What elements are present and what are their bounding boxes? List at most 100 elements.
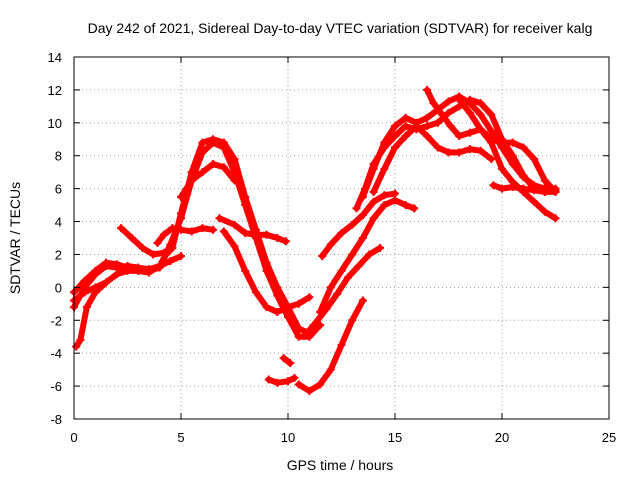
data-point — [423, 85, 432, 94]
data-point — [273, 283, 282, 292]
series-arc-4 — [70, 278, 111, 305]
data-point — [380, 164, 389, 173]
data-point — [209, 159, 218, 168]
series-arc-9 — [219, 227, 314, 317]
data-point — [354, 261, 363, 270]
data-point — [279, 354, 288, 363]
data-point — [348, 250, 357, 259]
x-tick-labels: 0 5 10 15 20 25 — [70, 430, 616, 445]
data-point — [102, 278, 111, 287]
data-point — [209, 135, 218, 144]
y-tick-label: 4 — [55, 215, 62, 230]
data-point — [286, 359, 295, 368]
data-point — [166, 257, 175, 266]
data-point — [455, 95, 464, 104]
chart-title: Day 242 of 2021, Sidereal Day-to-day VTE… — [88, 20, 593, 36]
x-tick-label: 20 — [495, 430, 509, 445]
data-point — [219, 163, 228, 172]
series-line — [456, 96, 559, 222]
data-point — [262, 230, 271, 239]
y-tick-labels: -8 -6 -4 -2 0 2 4 6 8 10 12 14 — [48, 50, 62, 427]
data-point — [230, 176, 239, 185]
data-point — [326, 283, 335, 292]
data-point — [455, 131, 464, 140]
x-axis-label: GPS time / hours — [287, 457, 394, 473]
data-point — [530, 186, 539, 195]
data-point — [487, 138, 496, 147]
data-point — [369, 164, 378, 173]
data-point — [273, 234, 282, 242]
series-line — [71, 279, 110, 304]
data-point — [80, 288, 89, 297]
data-point — [177, 252, 185, 261]
data-point — [380, 138, 389, 147]
series-arc-14 — [316, 196, 419, 317]
y-tick-label: 0 — [55, 280, 62, 295]
data-point — [215, 214, 224, 223]
data-point — [316, 308, 325, 317]
data-point — [284, 303, 292, 312]
data-point — [401, 131, 410, 140]
series-arc-18 — [369, 122, 496, 196]
data-point — [519, 184, 528, 193]
data-point — [369, 187, 378, 196]
data-point — [273, 308, 282, 317]
data-point — [508, 182, 517, 191]
data-point — [209, 225, 218, 234]
series-line — [73, 253, 184, 350]
data-point — [391, 122, 399, 131]
data-point — [423, 131, 432, 140]
data-point — [369, 214, 378, 223]
data-point — [498, 184, 506, 193]
data-point — [487, 155, 496, 164]
data-point — [198, 224, 207, 233]
series-layer — [70, 85, 560, 396]
data-point — [540, 176, 549, 185]
data-point — [326, 365, 335, 374]
data-point — [316, 380, 325, 389]
data-point — [251, 230, 260, 239]
data-point — [540, 207, 549, 216]
series-line — [265, 374, 298, 386]
data-point — [465, 99, 474, 108]
data-point — [177, 225, 185, 234]
data-point — [72, 342, 81, 351]
data-point — [551, 214, 560, 223]
data-point — [391, 143, 399, 152]
data-point — [401, 201, 410, 210]
data-point — [337, 266, 346, 275]
data-point — [465, 145, 474, 154]
series-arc-7 — [177, 159, 239, 201]
data-point — [168, 243, 177, 252]
data-point — [91, 283, 100, 292]
data-point — [187, 168, 196, 177]
data-point — [76, 336, 85, 345]
data-point — [281, 237, 290, 246]
plot-frame — [73, 56, 610, 420]
series-line — [319, 190, 398, 260]
series-line — [178, 161, 238, 200]
y-tick-label: -4 — [50, 346, 62, 361]
data-point — [305, 293, 314, 302]
data-point — [376, 243, 385, 252]
data-point — [498, 164, 506, 173]
data-point — [380, 191, 389, 200]
data-point — [82, 303, 91, 312]
data-point — [352, 204, 361, 213]
data-point — [519, 143, 528, 152]
data-point — [551, 186, 560, 195]
y-tick-label: 14 — [48, 50, 62, 65]
data-point — [219, 227, 228, 236]
y-tick-label: 2 — [55, 247, 62, 262]
data-point — [540, 187, 549, 196]
x-tick-label: 5 — [177, 430, 184, 445]
data-point — [290, 373, 299, 382]
data-point — [487, 110, 496, 119]
data-point — [476, 146, 485, 155]
data-point — [153, 238, 162, 247]
data-point — [391, 189, 399, 198]
y-tick-label: 10 — [48, 116, 62, 131]
data-point — [326, 240, 335, 249]
data-point — [489, 181, 498, 190]
data-point — [423, 113, 432, 122]
